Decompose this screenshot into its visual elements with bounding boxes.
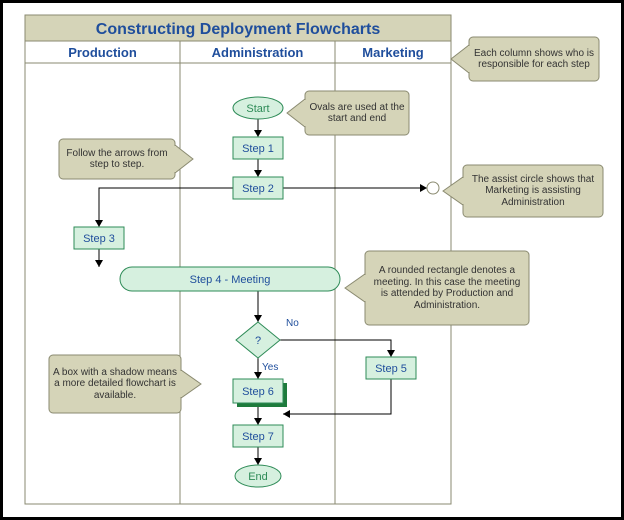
node-step6-label: Step 6 bbox=[242, 386, 274, 398]
node-step5-label: Step 5 bbox=[375, 363, 407, 375]
node-start-label: Start bbox=[246, 103, 269, 115]
diagram-frame: Constructing Deployment Flowcharts Produc… bbox=[0, 0, 624, 520]
node-decision-label: ? bbox=[255, 335, 261, 347]
flowchart-stage: Constructing Deployment Flowcharts Produc… bbox=[9, 9, 615, 511]
decision-yes-label: Yes bbox=[262, 362, 278, 373]
annotation-text: Ovals are used at the start and end bbox=[309, 93, 405, 133]
annotation-text: A box with a shadow means a more detaile… bbox=[53, 357, 177, 411]
annotation-arrow bbox=[451, 45, 469, 73]
chart-title: Constructing Deployment Flowcharts bbox=[96, 21, 381, 38]
node-step7-label: Step 7 bbox=[242, 431, 274, 443]
decision-no-label: No bbox=[286, 318, 299, 329]
column-label: Production bbox=[68, 45, 137, 60]
annotation-text: The assist circle shows that Marketing i… bbox=[467, 167, 599, 215]
flowchart-svg: Constructing Deployment Flowcharts Produc… bbox=[9, 9, 615, 511]
node-step2-label: Step 2 bbox=[242, 183, 274, 195]
column-label: Marketing bbox=[362, 45, 423, 60]
annotation-text: A rounded rectangle denotes a meeting. I… bbox=[369, 253, 525, 323]
node-meeting-label: Step 4 - Meeting bbox=[190, 274, 271, 286]
assist-circle bbox=[427, 182, 439, 194]
node-step1-label: Step 1 bbox=[242, 143, 274, 155]
node-end-label: End bbox=[248, 471, 268, 483]
annotation-text: Follow the arrows from step to step. bbox=[63, 141, 171, 177]
column-label: Administration bbox=[212, 45, 304, 60]
annotation-text: Each column shows who is responsible for… bbox=[473, 39, 595, 79]
node-step3-label: Step 3 bbox=[83, 233, 115, 245]
